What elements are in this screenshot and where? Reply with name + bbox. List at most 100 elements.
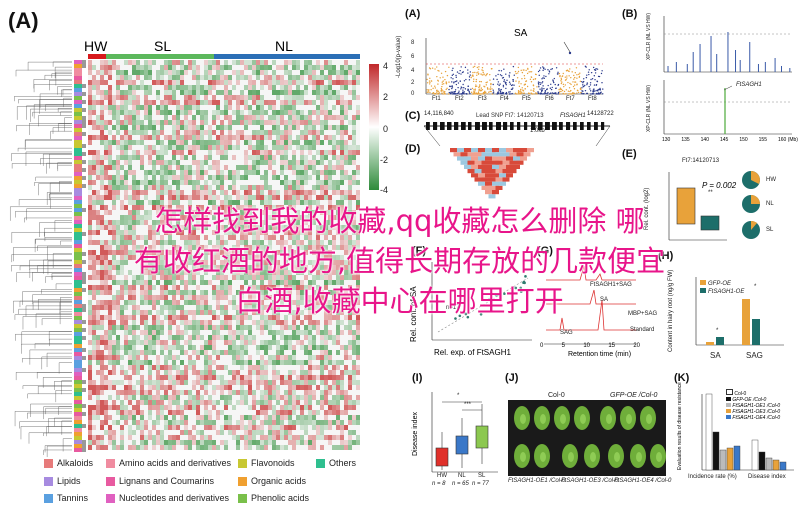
heatmap-cell — [296, 285, 300, 290]
heatmap-cell — [196, 75, 200, 80]
heatmap-cell — [288, 325, 292, 330]
heatmap-cell — [252, 130, 256, 135]
heatmap-cell — [96, 260, 100, 265]
heatmap-cell — [296, 260, 300, 265]
manhattan-point — [563, 90, 566, 93]
heatmap-cell — [272, 80, 276, 85]
manhattan-point — [480, 73, 482, 75]
heatmap-cell — [200, 100, 204, 105]
heatmap-cell — [296, 215, 300, 220]
manhattan-point — [449, 85, 451, 88]
heatmap-cell — [344, 300, 348, 305]
heatmap-cell — [100, 320, 104, 325]
manhattan-point — [446, 87, 448, 89]
manhattan-point — [557, 71, 559, 74]
heatmap-cell — [244, 150, 248, 155]
heatmap-cell — [292, 120, 296, 125]
heatmap-cell — [196, 95, 200, 100]
heatmap-cell — [108, 65, 112, 70]
manhattan-point — [573, 78, 575, 80]
heatmap-cell — [124, 70, 128, 75]
heatmap-cell — [208, 155, 212, 160]
heatmap-cell — [168, 95, 172, 100]
heatmap-cell — [100, 100, 104, 105]
heatmap-cell — [88, 135, 92, 140]
manhattan-point — [440, 87, 443, 90]
heatmap-cell — [232, 295, 236, 300]
heatmap-cell — [300, 110, 304, 115]
heatmap-cell — [300, 135, 304, 140]
heatmap-cell — [160, 415, 164, 420]
heatmap-cell — [156, 395, 160, 400]
heatmap-cell — [208, 150, 212, 155]
heatmap-cell — [348, 225, 352, 230]
heatmap-cell — [256, 230, 260, 235]
heatmap-cell — [300, 405, 304, 410]
heatmap-cell — [208, 340, 212, 345]
heatmap-cell — [124, 60, 128, 65]
heatmap-cell — [352, 420, 356, 425]
heatmap-cell — [108, 250, 112, 255]
category-cell — [74, 432, 82, 436]
heatmap-cell — [140, 245, 144, 250]
manhattan-point — [437, 69, 439, 72]
heatmap-cell — [152, 225, 156, 230]
heatmap-cell — [120, 165, 124, 170]
manhattan-point — [429, 77, 431, 79]
heatmap-cell — [148, 170, 152, 175]
heatmap-cell — [196, 395, 200, 400]
heatmap-cell — [244, 120, 248, 125]
heatmap-cell — [124, 315, 128, 320]
heatmap-cell — [348, 150, 352, 155]
manhattan-point — [469, 92, 471, 95]
manhattan-point — [542, 85, 544, 87]
heatmap-cell — [352, 225, 356, 230]
heatmap-cell — [244, 415, 248, 420]
heatmap-cell — [296, 190, 300, 195]
heatmap-cell — [104, 285, 108, 290]
heatmap-cell — [176, 220, 180, 225]
heatmap-cell — [152, 240, 156, 245]
heatmap-cell — [216, 265, 220, 270]
heatmap-cell — [88, 165, 92, 170]
heatmap-cell — [328, 350, 332, 355]
heatmap-cell — [264, 160, 268, 165]
heatmap-cell — [112, 180, 116, 185]
heatmap-cell — [260, 85, 264, 90]
heatmap-cell — [312, 390, 316, 395]
heatmap-cell — [236, 220, 240, 225]
heatmap-cell — [236, 350, 240, 355]
heatmap-cell — [92, 165, 96, 170]
manhattan-point — [452, 67, 454, 70]
heatmap-cell — [120, 150, 124, 155]
heatmap-cell — [348, 375, 352, 380]
heatmap-cell — [168, 110, 172, 115]
heatmap-cell — [128, 345, 132, 350]
heatmap-cell — [252, 170, 256, 175]
heatmap-cell — [244, 280, 248, 285]
heatmap-cell — [216, 415, 220, 420]
heatmap-cell — [324, 190, 328, 195]
heatmap-cell — [212, 110, 216, 115]
category-cell — [74, 184, 82, 188]
heatmap-cell — [264, 215, 268, 220]
heatmap-cell — [172, 190, 176, 195]
heatmap-cell — [188, 445, 192, 450]
heatmap-cell — [272, 145, 276, 150]
heatmap-cell — [244, 155, 248, 160]
manhattan-point — [527, 68, 529, 70]
heatmap-cell — [320, 155, 324, 160]
heatmap-cell — [128, 165, 132, 170]
heatmap-cell — [128, 360, 132, 365]
heatmap-cell — [88, 405, 92, 410]
heatmap-cell — [160, 285, 164, 290]
heatmap-cell — [340, 190, 344, 195]
category-cell — [82, 160, 86, 164]
heatmap-cell — [184, 365, 188, 370]
heatmap-cell — [108, 305, 112, 310]
heatmap-cell — [260, 320, 264, 325]
heatmap-cell — [144, 400, 148, 405]
manhattan-point — [427, 90, 430, 92]
heatmap-cell — [152, 135, 156, 140]
heatmap-cell — [172, 285, 176, 290]
